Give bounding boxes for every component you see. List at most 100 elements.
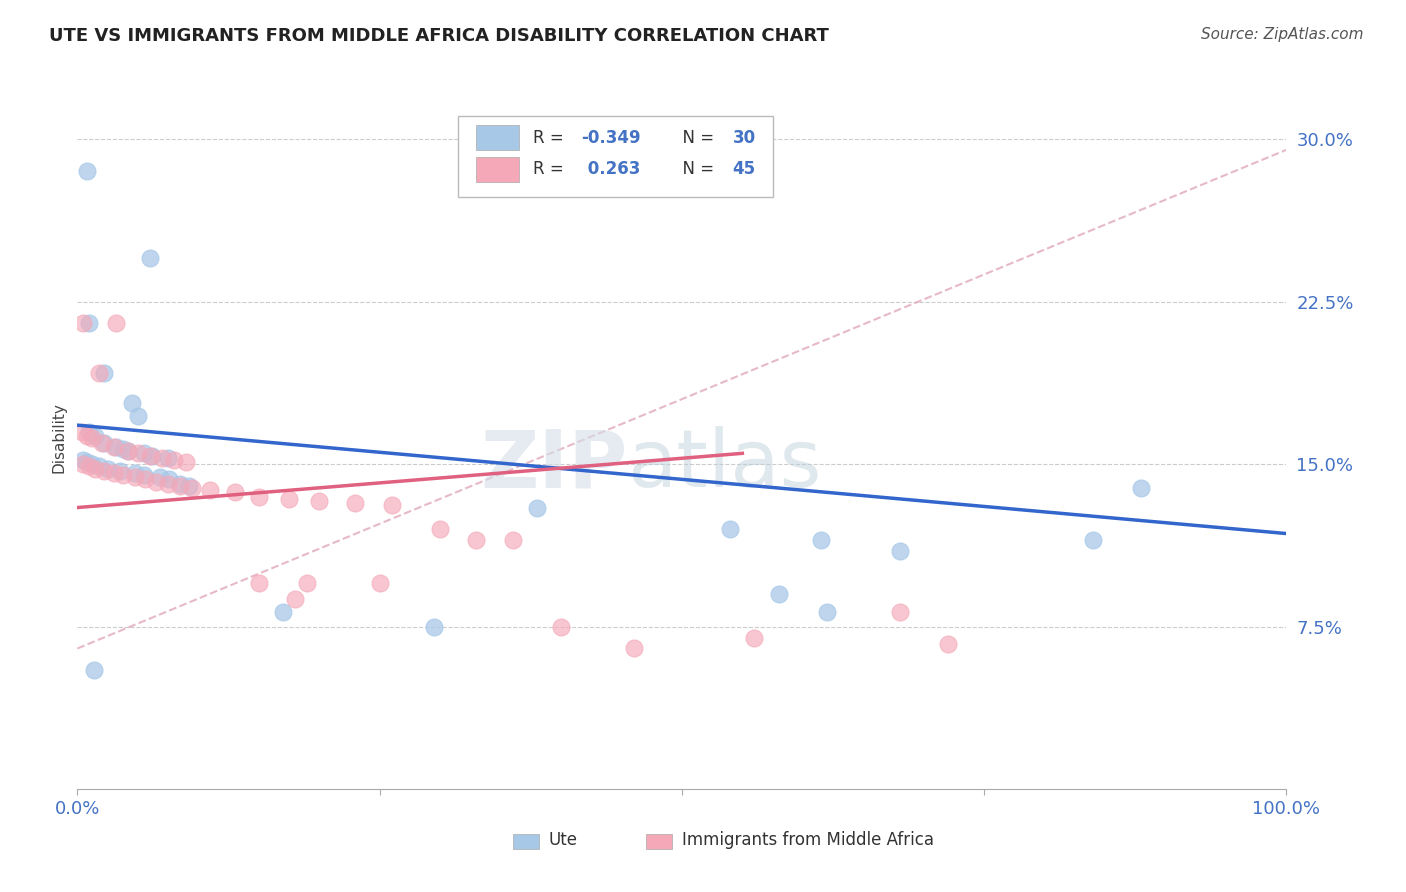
FancyBboxPatch shape [477,157,519,182]
Y-axis label: Disability: Disability [51,401,66,473]
Text: 45: 45 [733,161,756,178]
Point [889,544,911,558]
Point [174,455,197,469]
Point [79,425,101,439]
Point [526,500,548,515]
Point [117,444,139,458]
Point [550,620,572,634]
Point [284,591,307,606]
Text: R =: R = [533,128,569,146]
Point [169,479,191,493]
Text: Immigrants from Middle Africa: Immigrants from Middle Africa [682,831,934,849]
Text: UTE VS IMMIGRANTS FROM MIDDLE AFRICA DISABILITY CORRELATION CHART: UTE VS IMMIGRANTS FROM MIDDLE AFRICA DIS… [49,27,830,45]
Point [96,461,118,475]
Point [93,366,115,380]
Point [157,450,180,465]
Point [145,475,167,489]
Point [271,605,294,619]
Point [72,316,94,330]
Point [79,316,101,330]
Point [465,533,488,547]
Point [93,464,115,478]
Point [127,409,149,424]
Bar [645,834,672,849]
Point [163,453,186,467]
Point [157,472,180,486]
Point [70,425,93,439]
Point [744,631,766,645]
Point [139,251,162,265]
Point [200,483,222,498]
Point [177,479,200,493]
Point [247,576,270,591]
Point [889,605,911,619]
Text: 30: 30 [733,128,756,146]
Point [80,457,103,471]
Point [79,459,101,474]
Point [429,522,451,536]
Point [72,453,94,467]
Point [121,396,143,410]
Point [768,587,790,601]
Point [87,459,110,474]
Point [150,450,173,465]
Point [117,444,139,458]
Point [132,446,155,460]
Point [815,605,838,619]
Text: N =: N = [672,161,720,178]
Point [80,431,103,445]
Point [76,429,98,443]
Point [132,468,155,483]
Point [308,494,330,508]
Point [124,466,146,480]
Point [1130,481,1153,495]
Point [84,429,107,443]
Text: 0.263: 0.263 [582,161,640,178]
Point [247,490,270,504]
Text: -0.349: -0.349 [582,128,641,146]
Text: atlas: atlas [627,426,823,504]
Point [84,461,107,475]
Point [278,491,301,506]
Point [141,449,163,463]
Point [295,576,318,591]
Point [810,533,832,547]
Point [103,466,125,480]
FancyBboxPatch shape [477,125,519,150]
Point [344,496,367,510]
Point [224,485,246,500]
Point [105,440,128,454]
Point [148,470,170,484]
Point [112,442,135,456]
Point [368,576,391,591]
Text: ZIP: ZIP [481,426,627,504]
Point [502,533,524,547]
Point [72,457,94,471]
Point [112,468,135,483]
Point [105,316,128,330]
Text: R =: R = [533,161,569,178]
Point [157,476,180,491]
Point [76,164,98,178]
Point [87,366,110,380]
Point [1081,533,1104,547]
Point [139,449,162,463]
Text: Source: ZipAtlas.com: Source: ZipAtlas.com [1201,27,1364,42]
Point [76,455,98,469]
Point [718,522,741,536]
Point [134,472,156,486]
Point [83,663,105,677]
Point [93,435,115,450]
Point [124,470,146,484]
Point [169,476,191,491]
FancyBboxPatch shape [458,117,773,197]
Point [381,499,404,513]
Point [936,637,959,651]
Text: N =: N = [672,128,720,146]
Point [108,464,131,478]
Point [423,620,446,634]
Point [181,481,204,495]
Point [623,641,645,656]
Point [127,446,149,460]
Point [90,435,112,450]
